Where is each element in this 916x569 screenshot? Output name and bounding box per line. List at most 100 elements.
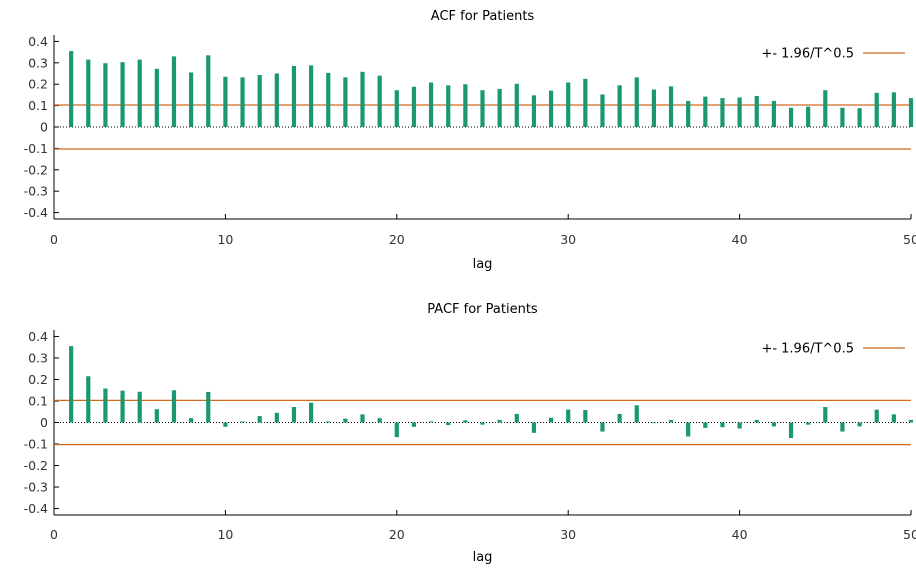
pacf-legend-label: +- 1.96/T^0.5 [761, 342, 854, 357]
acf-bar-lag-32 [600, 94, 605, 127]
pacf-xtick-label: 0 [50, 527, 58, 542]
acf-xtick-label: 30 [560, 232, 576, 247]
acf-ytick-label: -0.3 [24, 184, 48, 199]
pacf-ytick-label: -0.4 [24, 501, 48, 516]
acf-bar-lag-5 [137, 59, 142, 127]
pacf-ytick-label: -0.1 [24, 437, 48, 452]
pacf-bar-lag-33 [617, 413, 622, 423]
acf-bar-lag-25 [480, 90, 485, 127]
pacf-xtick-label: 50 [903, 527, 916, 542]
acf-bar-lag-23 [446, 85, 451, 127]
pacf-ytick-label: -0.2 [24, 458, 48, 473]
acf-xtick-label: 40 [732, 232, 748, 247]
pacf-bar-lag-17 [343, 418, 348, 423]
pacf-xtick-label: 40 [732, 527, 748, 542]
acf-xtick-label: 10 [217, 232, 233, 247]
pacf-bar-lag-41 [754, 419, 759, 423]
pacf-bar-lag-34 [634, 405, 639, 423]
pacf-bar-lag-35 [651, 422, 656, 424]
acf-bar-lag-47 [857, 108, 862, 127]
pacf-bar-lag-15 [309, 402, 314, 423]
acf-bar-lag-36 [668, 86, 674, 127]
acf-panel: ACF for Patients lag +- 1.96/T^0.5 -0.4 -… [24, 9, 916, 272]
acf-ytick-label: 0 [40, 120, 48, 135]
acf-ytick-label: 0.1 [28, 98, 48, 113]
pacf-bar-lag-30 [566, 409, 571, 423]
acf-bar-lag-44 [806, 106, 811, 127]
pacf-bar-lag-13 [274, 412, 279, 423]
acf-bar-lag-15 [309, 65, 314, 127]
pacf-ytick-label: 0.4 [28, 329, 48, 344]
pacf-bar-lag-25 [480, 422, 485, 425]
acf-bar-lag-38 [703, 96, 708, 127]
acf-bar-lag-14 [291, 66, 297, 127]
acf-bar-lag-12 [257, 75, 262, 127]
acf-xtick-label: 0 [50, 232, 58, 247]
acf-bar-lag-48 [874, 92, 879, 127]
acf-bar-lag-26 [497, 88, 502, 127]
pacf-bar-lag-47 [857, 422, 862, 427]
pacf-xtick-label: 20 [389, 527, 405, 542]
acf-bar-lag-49 [891, 92, 896, 127]
acf-ytick-label: -0.2 [24, 162, 48, 177]
pacf-bar-lag-28 [531, 422, 537, 433]
acf-bar-lag-18 [360, 71, 365, 127]
acf-bar-lag-35 [651, 89, 656, 127]
acf-bar-lag-3 [103, 63, 108, 127]
pacf-bar-lag-4 [120, 390, 125, 423]
pacf-bar-lag-3 [103, 388, 108, 423]
pacf-bar-lag-18 [360, 414, 365, 423]
pacf-panel: PACF for Patients lag +- 1.96/T^0.5 -0.4… [24, 302, 916, 565]
acf-bar-lag-31 [583, 78, 588, 127]
acf-bar-lag-43 [788, 107, 794, 127]
pacf-bar-lag-42 [771, 422, 776, 427]
pacf-bar-lag-50 [908, 419, 914, 423]
acf-bar-lag-22 [428, 82, 434, 127]
pacf-ytick-label: 0.2 [28, 372, 48, 387]
pacf-bar-lag-45 [823, 407, 828, 423]
acf-bar-lag-7 [171, 56, 177, 127]
pacf-bar-lag-21 [411, 422, 417, 427]
acf-bar-lag-10 [223, 76, 228, 127]
pacf-bar-lag-37 [686, 422, 691, 437]
acf-bar-lag-42 [771, 100, 776, 127]
acf-ytick-label: -0.1 [24, 141, 48, 156]
acf-bar-lag-20 [394, 90, 399, 127]
pacf-bar-lag-48 [874, 409, 879, 423]
acf-xlabel: lag [473, 257, 493, 272]
acf-bar-lag-28 [531, 95, 537, 127]
acf-bar-lag-21 [411, 86, 417, 127]
acf-bar-lag-2 [86, 59, 91, 127]
pacf-bar-lag-26 [497, 419, 502, 423]
acf-bar-lag-37 [686, 100, 691, 127]
pacf-bar-lag-10 [223, 422, 228, 427]
acf-xtick-label: 20 [389, 232, 405, 247]
acf-bar-lag-33 [617, 85, 622, 127]
acf-ytick-label: 0.4 [28, 34, 48, 49]
pacf-xtick-label: 30 [560, 527, 576, 542]
acf-bar-lag-40 [737, 97, 742, 127]
pacf-bar-lag-9 [206, 391, 211, 423]
pacf-bar-lag-20 [394, 422, 399, 438]
pacf-bar-lag-24 [463, 420, 468, 423]
pacf-bar-lag-46 [840, 422, 845, 432]
pacf-bar-lag-14 [291, 407, 297, 423]
pacf-bar-lag-11 [240, 421, 245, 423]
pacf-bar-lag-22 [428, 421, 434, 423]
acf-bar-lag-34 [634, 77, 639, 127]
pacf-bar-lag-40 [737, 422, 742, 429]
pacf-bar-lag-27 [514, 413, 519, 423]
acf-bar-lag-39 [720, 98, 725, 127]
acf-bar-lag-16 [326, 72, 331, 127]
acf-bar-lag-30 [566, 82, 571, 127]
pacf-bar-lag-44 [806, 422, 811, 425]
acf-bar-lag-41 [754, 95, 759, 127]
pacf-ytick-label: 0.3 [28, 350, 48, 365]
pacf-bar-lag-29 [548, 417, 554, 423]
pacf-bar-lag-1 [69, 346, 74, 423]
acf-xtick-label: 50 [903, 232, 916, 247]
acf-ytick-label: 0.2 [28, 77, 48, 92]
acf-title: ACF for Patients [431, 9, 535, 24]
pacf-bar-lag-38 [703, 422, 708, 428]
